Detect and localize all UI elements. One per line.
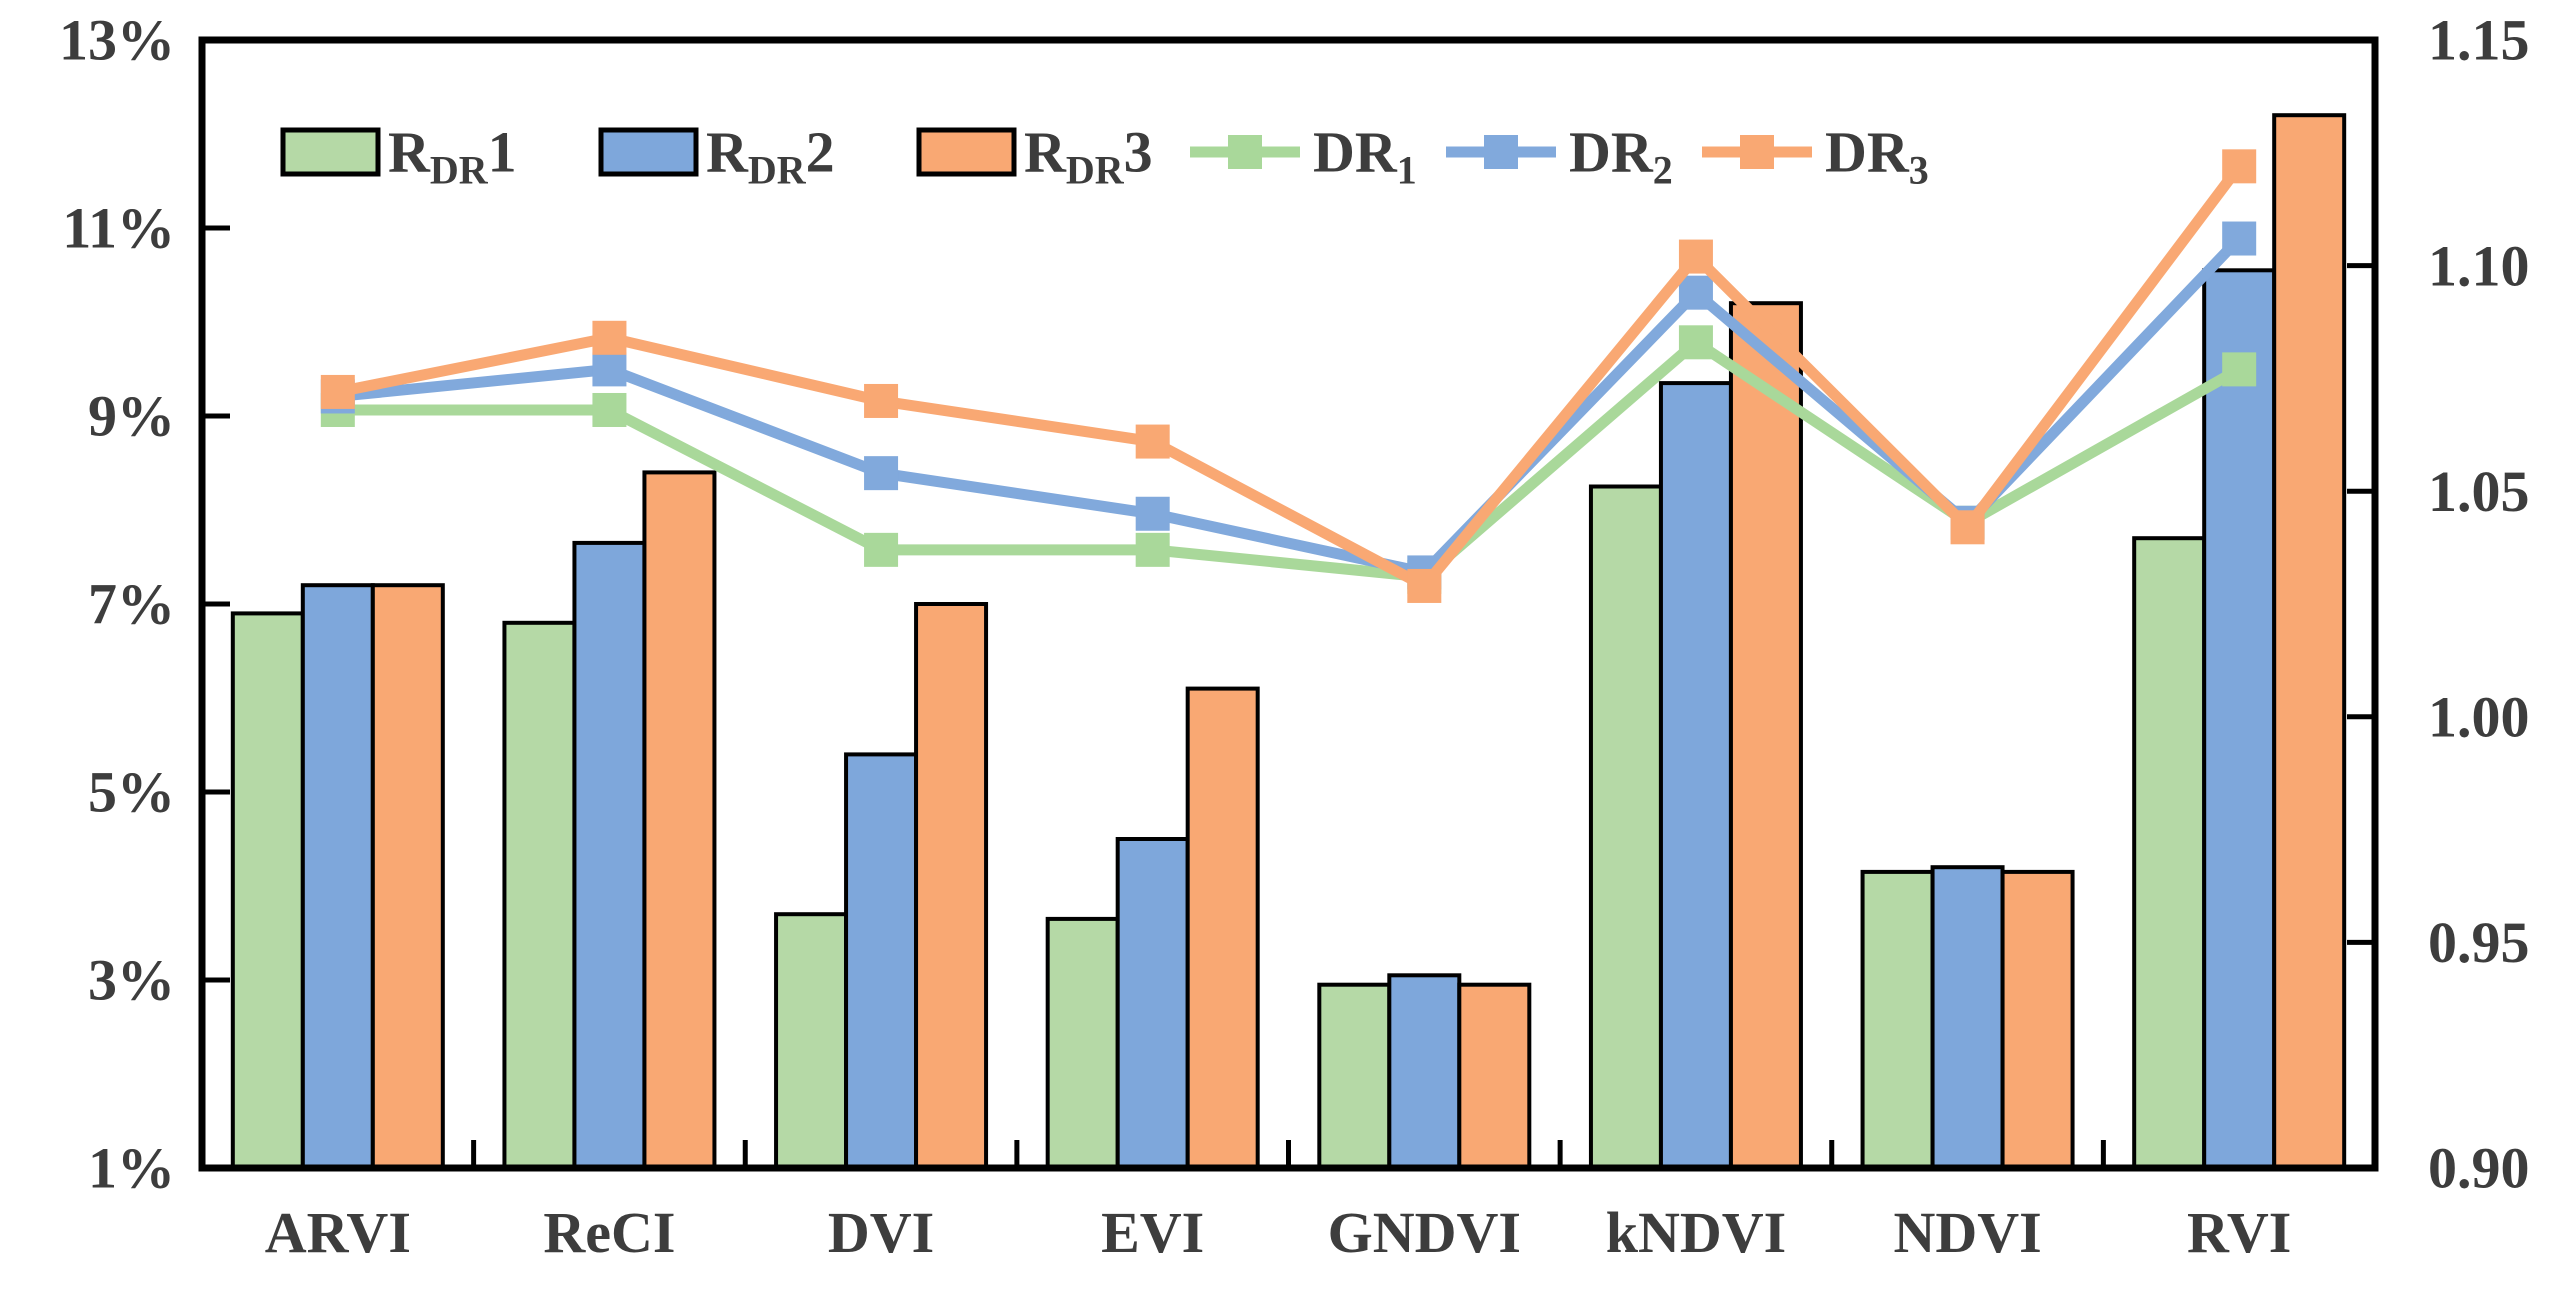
right-axis-label: 1.10 <box>2428 233 2530 298</box>
legend-label-DR1: DR1 <box>1313 120 1417 193</box>
category-label-kNDVI: kNDVI <box>1606 1200 1787 1265</box>
right-axis-label: 0.90 <box>2428 1136 2530 1201</box>
right-axis-label: 1.05 <box>2428 459 2530 524</box>
bar-ARVI-RDR1 <box>230 611 305 1170</box>
axis-ticks <box>202 225 2375 1168</box>
marker-DVI-DR3 <box>864 383 899 418</box>
legend: RDR1 RDR2 RDR3 DR1 DR2 DR3 <box>280 120 1929 193</box>
right-axis-label: 1.15 <box>2428 8 2530 73</box>
bars-RDR2 <box>300 268 2277 1171</box>
left-axis-label: 11% <box>62 196 175 261</box>
legend-label-RDR1: RDR1 <box>388 120 517 193</box>
marker-ARVI-DR3 <box>320 374 355 409</box>
bar-kNDVI-RDR2 <box>1658 381 1733 1171</box>
left-axis-label: 7% <box>88 572 175 637</box>
bar-kNDVI-RDR3 <box>1728 301 1803 1170</box>
bar-DVI-RDR3 <box>914 602 989 1170</box>
marker-RVI-DR2 <box>2222 221 2257 256</box>
marker-EVI-DR3 <box>1135 424 1170 459</box>
bar-EVI-RDR2 <box>1115 837 1190 1170</box>
right-axis-label: 1.00 <box>2428 685 2530 750</box>
marker-GNDVI-DR3 <box>1407 568 1442 603</box>
legend-label-RDR3: RDR3 <box>1024 120 1153 193</box>
bar-GNDVI-RDR3 <box>1457 982 1532 1171</box>
legend-marker-DR3 <box>1740 135 1774 169</box>
bar-EVI-RDR1 <box>1045 916 1120 1171</box>
marker-RVI-DR3 <box>2222 149 2257 184</box>
marker-DVI-DR1 <box>864 532 899 567</box>
category-label-EVI: EVI <box>1101 1200 1204 1265</box>
marker-EVI-DR1 <box>1135 532 1170 567</box>
legend-swatch-RDR3 <box>916 127 1017 177</box>
left-axis-label: 13% <box>59 8 175 73</box>
left-axis-label: 3% <box>88 948 175 1013</box>
marker-EVI-DR2 <box>1135 496 1170 531</box>
left-axis-label: 1% <box>88 1136 175 1201</box>
category-label-DVI: DVI <box>828 1200 934 1265</box>
category-label-GNDVI: GNDVI <box>1328 1200 1521 1265</box>
bar-NDVI-RDR2 <box>1930 865 2005 1170</box>
bar-ReCI-RDR2 <box>572 540 647 1170</box>
marker-ReCI-DR1 <box>592 392 627 427</box>
marker-RVI-DR1 <box>2222 352 2257 387</box>
left-axis-label: 5% <box>88 760 175 825</box>
bar-kNDVI-RDR1 <box>1588 484 1663 1170</box>
marker-DVI-DR2 <box>864 456 899 491</box>
marker-ReCI-DR2 <box>592 352 627 387</box>
bar-ReCI-RDR3 <box>642 470 717 1170</box>
legend-swatch-RDR2 <box>598 127 699 177</box>
bar-NDVI-RDR3 <box>2000 869 2075 1171</box>
bar-DVI-RDR1 <box>774 912 849 1171</box>
line-path-DR3 <box>332 160 2245 592</box>
left-axis-label: 9% <box>88 384 175 449</box>
category-label-ReCI: ReCI <box>543 1200 675 1265</box>
axis-labels: 13% 11% 9% 7% 5% 3% 1% 1.15 1.10 1.05 1.00 0.95 0.90… <box>59 8 2530 1265</box>
right-axis-label: 0.95 <box>2428 910 2530 975</box>
category-label-RVI: RVI <box>2187 1200 2291 1265</box>
bar-NDVI-RDR1 <box>1860 869 1935 1171</box>
legend-marker-DR2 <box>1484 135 1518 169</box>
legend-label-DR3: DR3 <box>1825 120 1929 193</box>
legend-label-RDR2: RDR2 <box>706 120 835 193</box>
category-label-NDVI: NDVI <box>1893 1200 2041 1265</box>
bar-EVI-RDR3 <box>1185 686 1260 1170</box>
marker-NDVI-DR3 <box>1950 510 1985 545</box>
line-DR3 <box>320 149 2257 603</box>
bar-DVI-RDR2 <box>844 752 919 1171</box>
bar-RVI-RDR2 <box>2202 268 2277 1170</box>
line-path-DR1 <box>332 336 2245 583</box>
bar-ReCI-RDR1 <box>502 620 577 1170</box>
bar-ARVI-RDR3 <box>370 583 445 1170</box>
bar-GNDVI-RDR2 <box>1387 973 1462 1170</box>
marker-kNDVI-DR2 <box>1678 275 1713 310</box>
bar-series-layer <box>230 113 2347 1171</box>
category-label-ARVI: ARVI <box>265 1200 411 1265</box>
bar-RVI-RDR3 <box>2272 113 2347 1171</box>
legend-label-DR2: DR2 <box>1569 120 1673 193</box>
marker-kNDVI-DR3 <box>1678 239 1713 274</box>
marker-kNDVI-DR1 <box>1678 325 1713 360</box>
legend-marker-DR1 <box>1228 135 1262 169</box>
marker-ReCI-DR3 <box>592 320 627 355</box>
bar-GNDVI-RDR1 <box>1317 982 1392 1171</box>
bars-RDR3 <box>370 113 2347 1171</box>
bars-RDR1 <box>230 484 2207 1171</box>
bar-RVI-RDR1 <box>2132 536 2207 1170</box>
bar-ARVI-RDR2 <box>300 583 375 1170</box>
line-series-layer <box>320 149 2257 603</box>
legend-swatch-RDR1 <box>280 127 381 177</box>
